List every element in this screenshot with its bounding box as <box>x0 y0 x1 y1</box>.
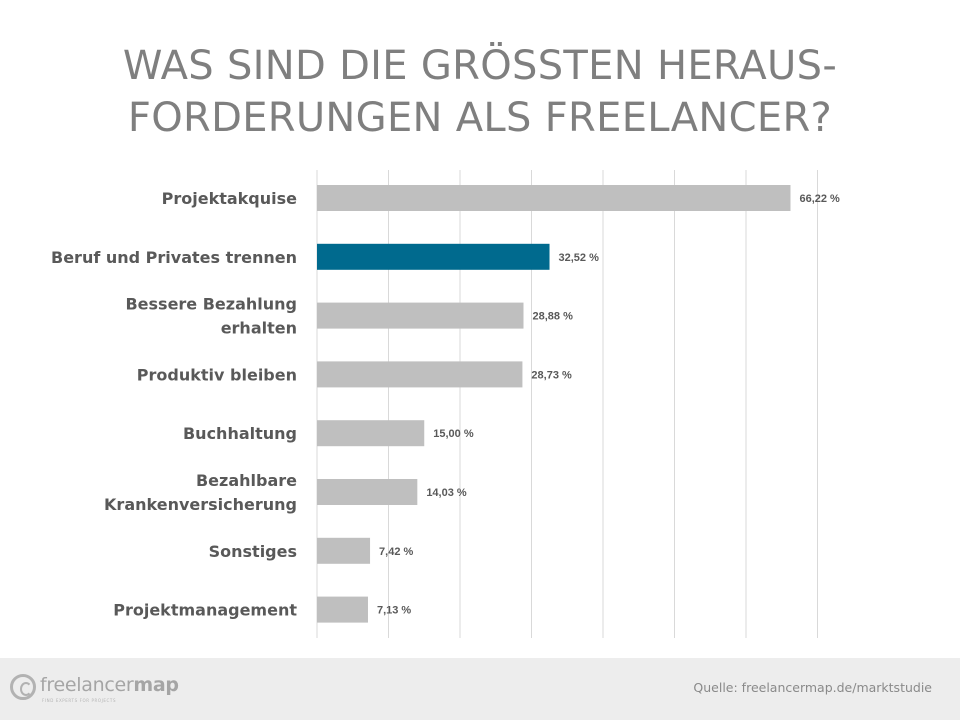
category-label: Buchhaltung <box>183 424 297 443</box>
category-label: Bezahlbare <box>196 471 297 490</box>
bar <box>317 420 425 447</box>
category-label: Bessere Bezahlung <box>125 295 297 314</box>
bar-chart: 66,22 % Projektakquise 32,52 % Beruf und Pr… <box>51 170 840 638</box>
chart-title-line-1: WAS SIND DIE GRÖSSTEN HERAUS- <box>122 43 838 89</box>
category-label: Beruf und Privates trennen <box>51 248 297 267</box>
category-label: erhalten <box>221 319 297 338</box>
bar <box>317 537 371 564</box>
data-label: 14,03 % <box>426 487 467 499</box>
logo-wordmark: freelancermap <box>40 674 179 696</box>
logo-text-light: freelancer <box>40 674 134 696</box>
data-label: 7,13 % <box>377 605 411 617</box>
data-label: 28,88 % <box>532 311 573 323</box>
freelancermap-logo-icon <box>10 674 36 700</box>
category-label: Projektakquise <box>162 189 298 208</box>
bar <box>317 185 791 211</box>
chart-title: WAS SIND DIE GRÖSSTEN HERAUS- FORDERUNGE… <box>0 40 960 144</box>
bar <box>317 302 524 329</box>
freelancermap-logo: freelancermap FIND EXPERTS FOR PROJECTS <box>10 672 180 706</box>
data-label: 7,42 % <box>379 546 413 558</box>
logo-text-bold: map <box>133 674 179 696</box>
logo-tagline: FIND EXPERTS FOR PROJECTS <box>42 698 117 703</box>
chart-title-line-2: FORDERUNGEN ALS FREELANCER? <box>127 95 833 141</box>
category-label: Projektmanagement <box>113 601 297 620</box>
category-label: Sonstiges <box>209 542 297 561</box>
data-label: 15,00 % <box>433 428 474 440</box>
bar <box>317 479 418 505</box>
bar <box>317 243 550 270</box>
category-label: Produktiv bleiben <box>137 365 297 384</box>
bar <box>317 361 523 388</box>
bar <box>317 596 368 623</box>
data-label: 32,52 % <box>559 252 600 264</box>
category-label: Krankenversicherung <box>104 495 297 514</box>
source-note: Quelle: freelancermap.de/marktstudie <box>693 680 932 695</box>
data-label: 66,22 % <box>799 193 840 205</box>
footer-bar: freelancermap FIND EXPERTS FOR PROJECTS … <box>0 658 960 720</box>
data-label: 28,73 % <box>531 369 572 381</box>
